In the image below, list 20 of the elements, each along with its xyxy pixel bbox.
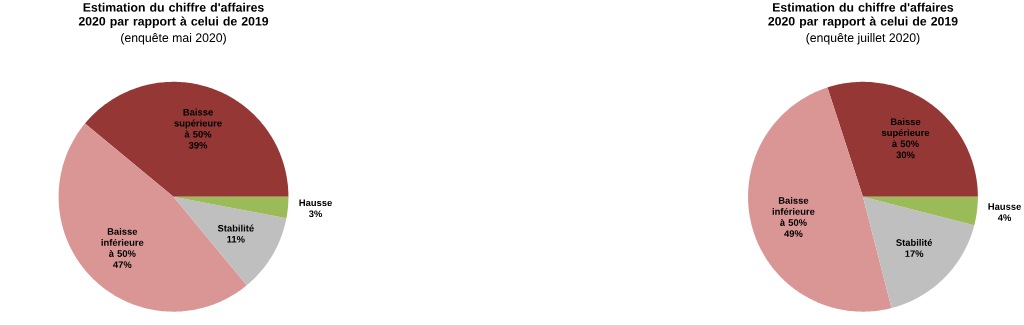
chart-title: Estimation du chiffre d'affaires 2020 par rapport à celui de 2019 [78,2,269,28]
data-label: 17% [905,250,924,257]
data-label: 47% [113,261,132,268]
slice-label: Baisse inférieure à 50% [772,196,815,226]
slice-label: Hausse [299,199,332,206]
slice-label: Baisse inférieure à 50% [101,227,144,257]
data-label: 30% [896,151,915,158]
data-label: 11% [227,235,245,243]
slice-label: Stabilité [896,238,933,246]
data-label: 49% [784,230,803,237]
data-label: 3% [308,210,323,217]
slice-label: Baisse supérieure à 50% [881,117,930,147]
chart-title: Estimation du chiffre d'affaires 2020 par rapport à celui de 2019 [768,2,958,28]
slice-label: Baisse supérieure à 50% [174,108,222,138]
slice-label: Hausse [988,203,1021,210]
chart-subtitle: (enquête mai 2020) [121,32,226,45]
slice-label: Stabilité [217,224,254,232]
chart-subtitle: (enquête juillet 2020) [806,32,920,45]
data-label: 39% [188,141,208,149]
data-label: 4% [997,214,1012,221]
